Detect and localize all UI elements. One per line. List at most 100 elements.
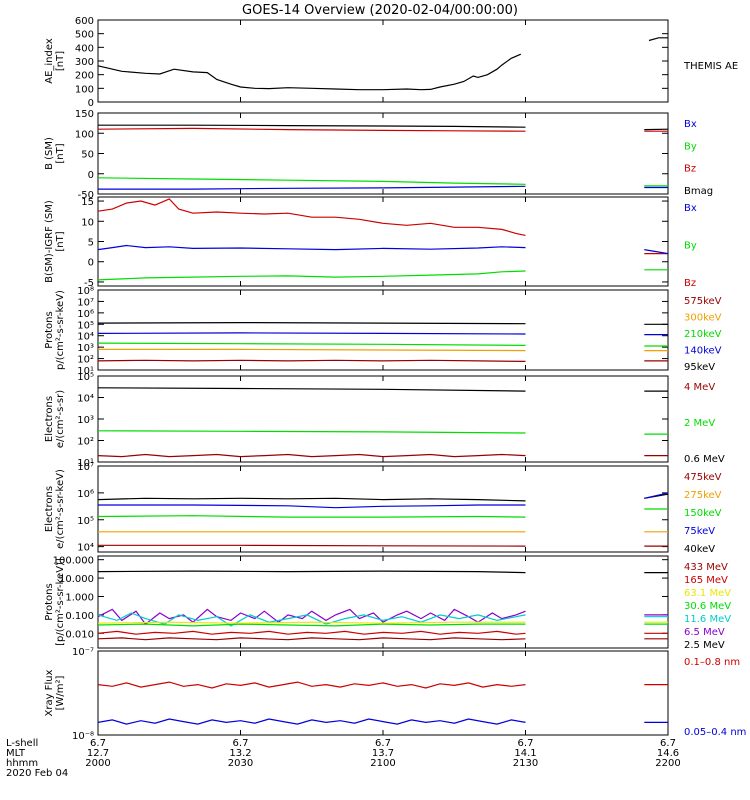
y-tick-label: 100 <box>75 129 94 140</box>
series-line-63-1-mev <box>97 621 526 624</box>
series-line-bx <box>98 185 526 190</box>
y-tick-label: 0 <box>88 258 94 269</box>
x-axis-row-label: hhmm <box>6 758 38 769</box>
y-tick-label: 0.100 <box>65 611 94 622</box>
x-tick-label-mlt: 13.7 <box>372 748 394 759</box>
legend-entry: 0.6 MeV <box>684 454 725 465</box>
series-line-575kev <box>97 359 526 362</box>
y-axis-label: [W/m²] <box>55 675 66 710</box>
series-line-0-05-0-4-nm <box>97 718 526 725</box>
panel-frame <box>97 555 669 649</box>
series-line-75kev <box>98 504 526 509</box>
y-tick-label: 10⁷ <box>77 462 94 473</box>
y-tick-label: 15 <box>81 197 94 208</box>
legend-entry: 433 MeV <box>684 562 728 573</box>
y-axis-label: [p/(cm²-s-sr-keV)] <box>55 558 66 646</box>
y-tick-label: 10⁷ <box>77 297 94 308</box>
x-axis-row-label: L-shell <box>6 738 38 749</box>
series-line-6-5-mev <box>97 608 526 625</box>
y-tick-label: 100 <box>75 84 94 95</box>
legend-entry: Bx <box>684 119 697 130</box>
legend-entry: 140keV <box>684 346 722 357</box>
series-line-themis-ae <box>97 53 522 91</box>
x-tick-label-mlt: 12.7 <box>87 748 109 759</box>
legend-entry: 6.5 MeV <box>684 627 725 638</box>
legend-entry: 150keV <box>684 508 722 519</box>
legend-entry: 40keV <box>684 544 715 555</box>
legend-entry: 30.6 MeV <box>684 601 731 612</box>
series-line-0-1-0-8-nm <box>97 681 526 689</box>
x-tick-label-hhmm: 2100 <box>370 758 395 769</box>
y-tick-label: 10 <box>81 217 94 228</box>
y-axis-label: [nT] <box>55 231 66 251</box>
y-tick-label: 10¹ <box>77 458 94 469</box>
y-axis-label: B(SM)-IGRF (SM) <box>44 200 55 283</box>
legend-entry: 4 MeV <box>684 382 715 393</box>
x-tick-label-lshell: 6.7 <box>518 738 534 749</box>
panel-electrons_high: 10¹ 10² 10³ 10⁴ 10⁵ Electrons e/(cm²-s-sr) 4 Me… <box>44 372 725 469</box>
y-tick-label: 10⁵ <box>77 516 94 527</box>
y-tick-label: 600 <box>75 16 94 27</box>
series-line-0-6-mev <box>97 387 526 392</box>
y-tick-label: 10⁸ <box>77 286 94 297</box>
series-line-bx <box>97 244 526 251</box>
y-tick-label: 10⁶ <box>77 309 94 320</box>
x-axis-row-label: 2020 Feb 04 <box>6 768 68 779</box>
series-line-300kev <box>98 348 526 352</box>
legend-entry: 210keV <box>684 329 722 340</box>
legend-entry: 300keV <box>684 313 722 324</box>
series-line-210kev <box>97 342 526 346</box>
y-axis-label: Electrons <box>44 396 55 442</box>
y-axis-label: B (SM) <box>44 137 55 170</box>
legend-entry: 0.05–0.4 nm <box>684 727 746 738</box>
legend-entry: 575keV <box>684 296 722 307</box>
x-axis-row-label: MLT <box>6 748 26 759</box>
y-tick-label: 5 <box>88 238 94 249</box>
panel-ae: 0 100 200 300 400 500 600 AE_index [nT] THEMIS AE <box>44 16 738 109</box>
legend-entry: 275keV <box>684 490 722 501</box>
y-tick-label: 10³ <box>77 415 94 426</box>
y-tick-label: 10⁻⁷ <box>72 647 94 658</box>
y-tick-label: -5 <box>84 278 94 289</box>
series-line-bz <box>97 127 526 132</box>
legend-entry: 475keV <box>684 472 722 483</box>
y-tick-label: 10⁵ <box>77 320 94 331</box>
series-line-75kev <box>644 492 669 499</box>
panel-electrons_low: 10⁴ 10⁵ 10⁶ 10⁷ Electrons e/(cm²-s-sr-keV) 475… <box>44 462 722 555</box>
panel-protons_high: 0.010 0.100 1.000 10.000 100.000 Protons [p/(c… <box>44 555 731 651</box>
legend-entry: Bz <box>684 164 696 175</box>
series-line-bmag <box>98 124 526 128</box>
y-axis-label: [nT] <box>55 143 66 163</box>
panel-frame <box>97 650 669 736</box>
series-line-4-mev <box>97 453 526 458</box>
y-tick-label: -50 <box>78 190 94 201</box>
series-line-bz <box>97 198 526 236</box>
y-tick-label: 300 <box>75 57 94 68</box>
y-tick-label: 10.000 <box>59 574 94 585</box>
panel-frame <box>97 465 669 553</box>
series-line-433-mev <box>97 637 526 641</box>
legend-entry: 2 MeV <box>684 418 715 429</box>
x-tick-label-hhmm: 2130 <box>513 758 538 769</box>
y-tick-label: 150 <box>75 109 94 120</box>
legend-entry: 63.1 MeV <box>684 588 731 599</box>
x-tick-label-lshell: 6.7 <box>90 738 106 749</box>
series-line-2-mev <box>97 430 526 434</box>
series-line-bx <box>644 249 669 255</box>
legend-entry: 165 MeV <box>684 575 728 586</box>
y-axis-label: p/(cm²-s-sr-keV) <box>55 290 66 370</box>
y-tick-label: 10⁴ <box>77 332 94 343</box>
x-tick-label-lshell: 6.7 <box>375 738 391 749</box>
legend-entry: THEMIS AE <box>683 61 738 72</box>
y-axis-label: [nT] <box>55 51 66 71</box>
legend-entry: By <box>684 141 697 152</box>
y-tick-label: 200 <box>75 71 94 82</box>
y-tick-label: 1.000 <box>65 592 94 603</box>
y-tick-label: 400 <box>75 43 94 54</box>
legend-entry: 0.1–0.8 nm <box>684 657 740 668</box>
panel-b_sm: -50 0 50 100 150 B (SM) [nT] Bx By Bz Bmag <box>44 109 713 201</box>
y-axis-label: e/(cm²-s-sr) <box>55 390 66 448</box>
